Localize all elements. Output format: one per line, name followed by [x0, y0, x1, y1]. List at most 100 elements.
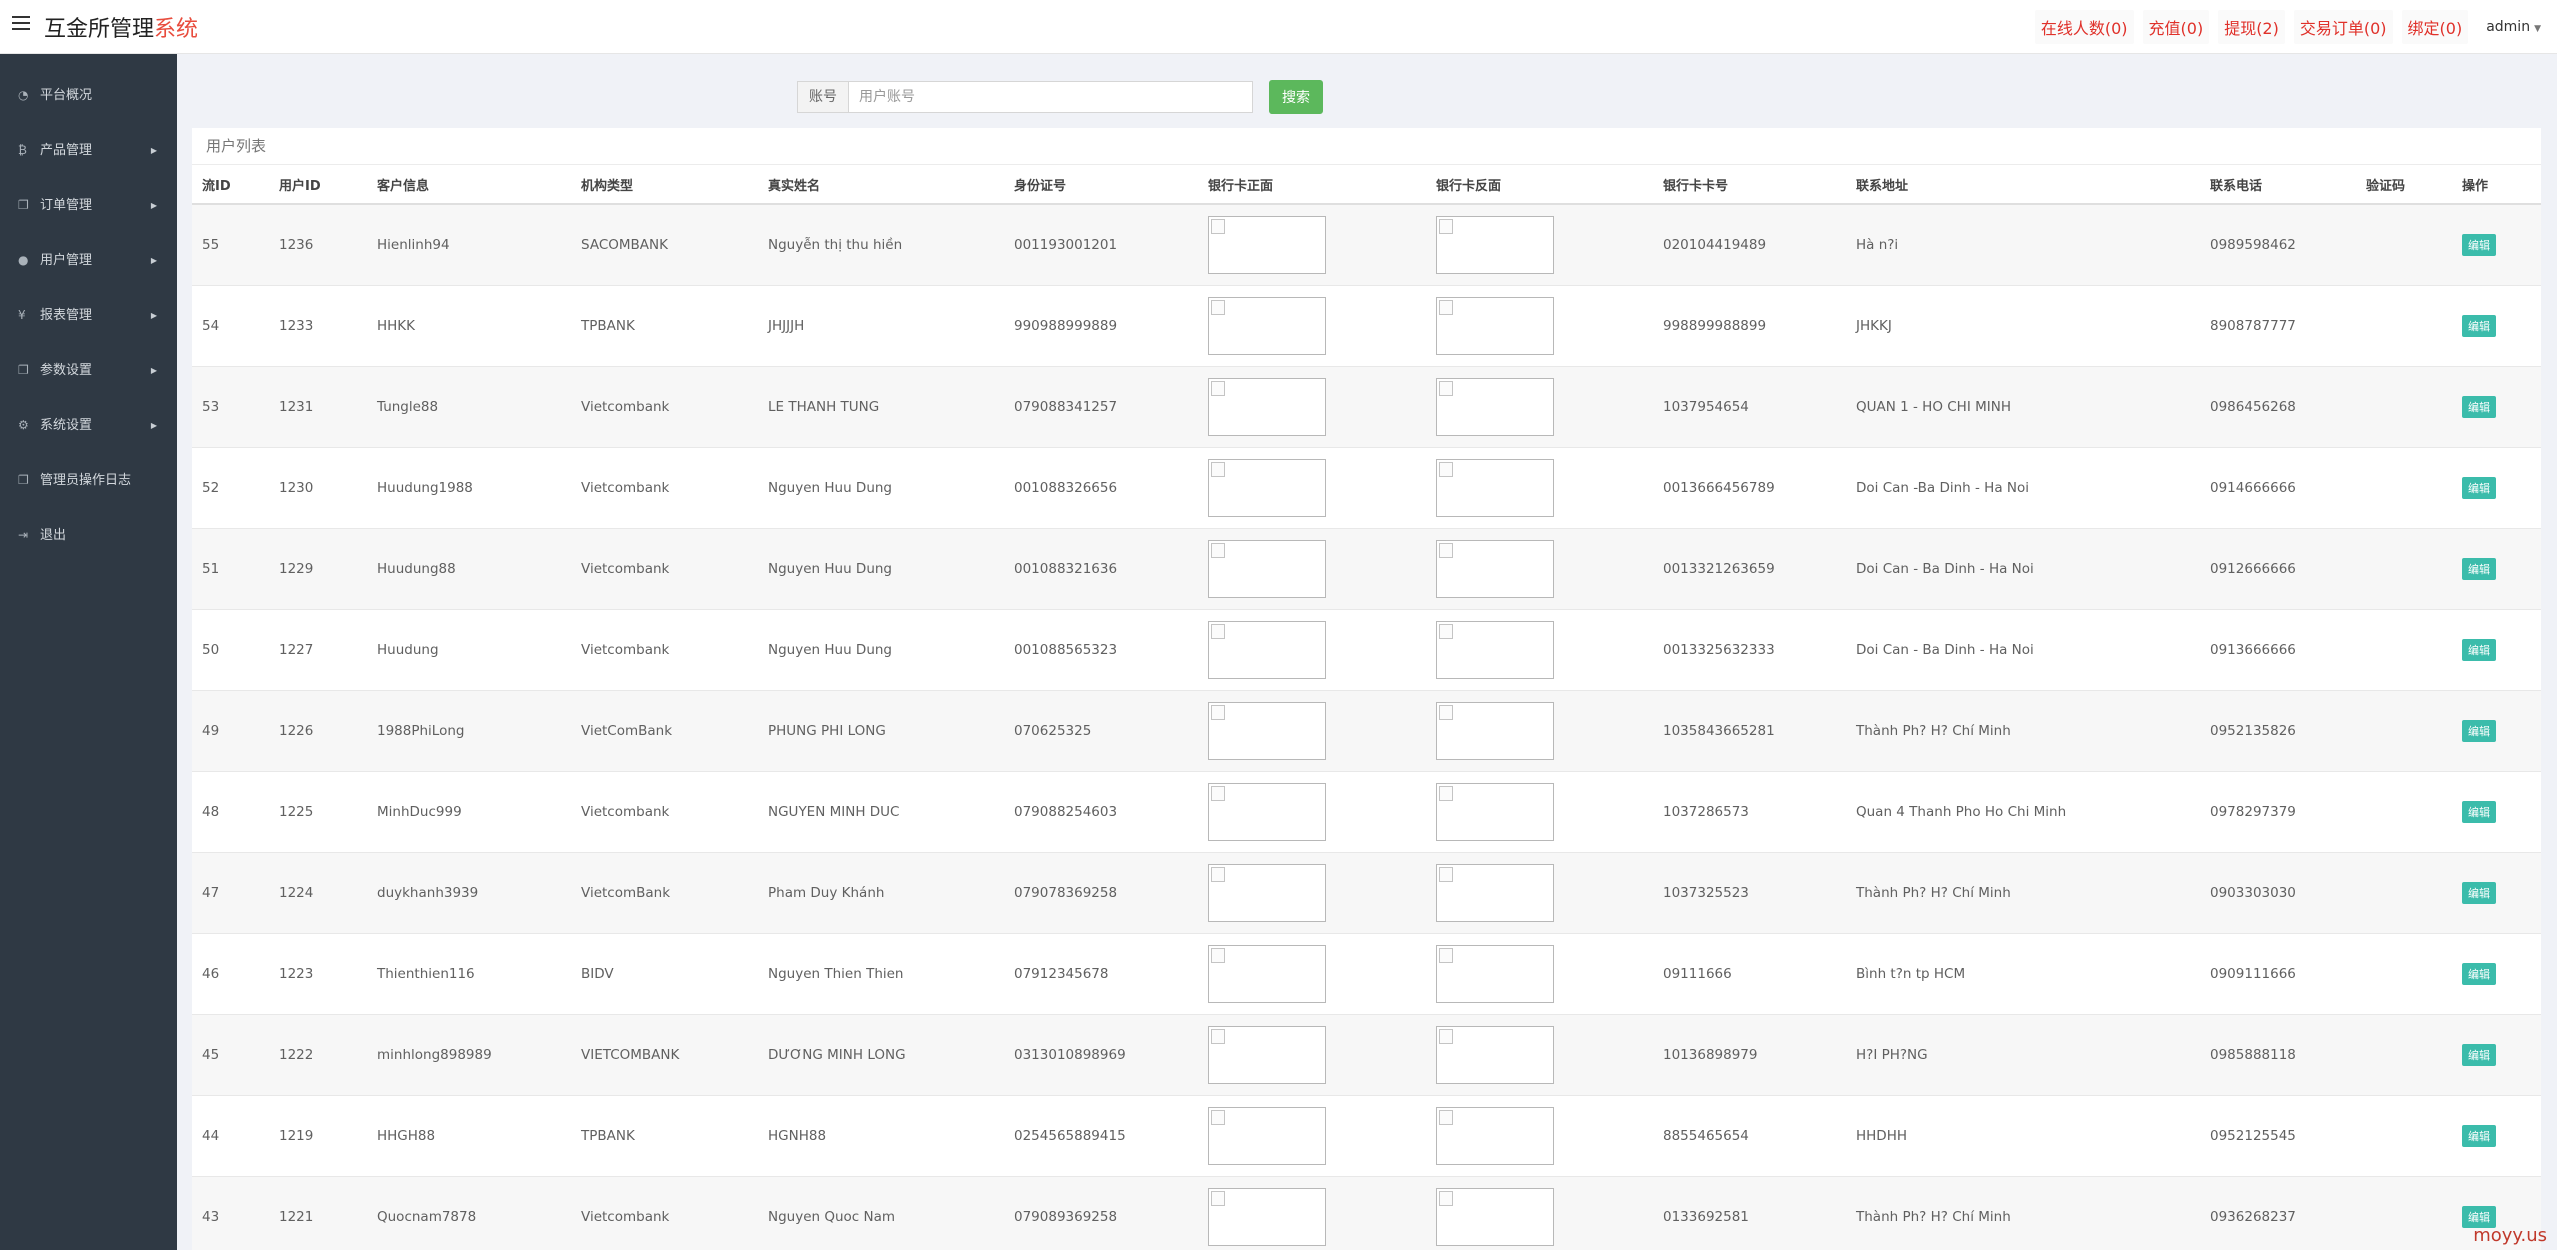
edit-button[interactable]: 编辑 [2462, 1206, 2496, 1228]
broken-image-icon[interactable] [1436, 621, 1554, 679]
user-id-cell: 1223 [269, 933, 367, 1015]
broken-image-icon[interactable] [1208, 216, 1326, 274]
broken-image-icon[interactable] [1208, 621, 1326, 679]
sidebar-item-6[interactable]: ⚙ 系统设置 ▶ [0, 398, 177, 453]
search-button[interactable]: 搜索 [1269, 80, 1323, 114]
broken-image-icon[interactable] [1208, 378, 1326, 436]
broken-image-icon[interactable] [1436, 945, 1554, 1003]
copy-icon: ❐ [18, 198, 29, 212]
verify-code-cell [2356, 771, 2452, 853]
edit-button[interactable]: 编辑 [2462, 234, 2496, 256]
column-header: 流ID [192, 165, 269, 205]
edit-button[interactable]: 编辑 [2462, 720, 2496, 742]
sidebar-item-4[interactable]: ¥ 报表管理 ▶ [0, 288, 177, 343]
broken-image-icon[interactable] [1208, 540, 1326, 598]
card-number-cell: 1035843665281 [1653, 690, 1846, 772]
column-header: 真实姓名 [758, 165, 1004, 205]
edit-button[interactable]: 编辑 [2462, 1044, 2496, 1066]
institution-type-cell: Vietcombank [571, 771, 758, 853]
recharge-link[interactable]: 充值(0) [2142, 10, 2210, 44]
broken-image-icon[interactable] [1436, 702, 1554, 760]
real-name-cell: NGUYEN MINH DUC [758, 771, 1004, 853]
user-id-cell: 1229 [269, 528, 367, 610]
id-number-cell: 070625325 [1004, 690, 1198, 772]
broken-image-icon[interactable] [1436, 378, 1554, 436]
institution-type-cell: VietcomBank [571, 852, 758, 934]
broken-image-icon[interactable] [1208, 1107, 1326, 1165]
verify-code-cell [2356, 1176, 2452, 1250]
edit-button[interactable]: 编辑 [2462, 639, 2496, 661]
user-table: 流ID 用户ID 客户信息 机构类型 真实姓名 身份证号 银行卡正面 银行卡反面 银行卡卡号 联系… [192, 165, 2541, 1250]
caret-down-icon: ▼ [2534, 24, 2541, 34]
broken-image-icon[interactable] [1436, 459, 1554, 517]
account-search-input[interactable] [849, 81, 1253, 113]
address-cell: Hà n?i [1846, 204, 2200, 286]
edit-button[interactable]: 编辑 [2462, 558, 2496, 580]
column-header: 客户信息 [367, 165, 571, 205]
sidebar-item-3[interactable]: ● 用户管理 ▶ [0, 233, 177, 288]
edit-button[interactable]: 编辑 [2462, 315, 2496, 337]
address-cell: Thành Ph? H? Chí Minh [1846, 690, 2200, 772]
broken-image-icon[interactable] [1208, 783, 1326, 841]
verify-code-cell [2356, 285, 2452, 367]
flow-id-cell: 48 [192, 771, 269, 853]
edit-button[interactable]: 编辑 [2462, 963, 2496, 985]
real-name-cell: LE THANH TUNG [758, 366, 1004, 448]
address-cell: Doi Can -Ba Dinh - Ha Noi [1846, 447, 2200, 529]
id-number-cell: 079088254603 [1004, 771, 1198, 853]
sidebar-item-2[interactable]: ❐ 订单管理 ▶ [0, 178, 177, 233]
broken-image-icon[interactable] [1208, 945, 1326, 1003]
action-cell: 编辑 [2452, 528, 2541, 610]
institution-type-cell: VIETCOMBANK [571, 1014, 758, 1096]
card-front-image-cell [1198, 366, 1426, 448]
institution-type-cell: TPBANK [571, 285, 758, 367]
broken-image-icon[interactable] [1208, 864, 1326, 922]
id-number-cell: 079089369258 [1004, 1176, 1198, 1250]
id-number-cell: 079078369258 [1004, 852, 1198, 934]
binding-link[interactable]: 绑定(0) [2401, 10, 2469, 44]
id-number-cell: 001193001201 [1004, 204, 1198, 286]
institution-type-cell: Vietcombank [571, 528, 758, 610]
edit-button[interactable]: 编辑 [2462, 882, 2496, 904]
broken-image-icon[interactable] [1436, 864, 1554, 922]
broken-image-icon[interactable] [1436, 297, 1554, 355]
user-icon: ● [18, 253, 29, 267]
sidebar-item-1[interactable]: ₿ 产品管理 ▶ [0, 123, 177, 178]
institution-type-cell: VietComBank [571, 690, 758, 772]
withdraw-link[interactable]: 提现(2) [2218, 10, 2285, 44]
trade-orders-link[interactable]: 交易订单(0) [2293, 10, 2393, 44]
sidebar-item-7[interactable]: ❐ 管理员操作日志 [0, 453, 177, 508]
action-cell: 编辑 [2452, 1014, 2541, 1096]
flow-id-cell: 54 [192, 285, 269, 367]
broken-image-icon[interactable] [1436, 1188, 1554, 1246]
broken-image-icon[interactable] [1436, 783, 1554, 841]
broken-image-icon[interactable] [1436, 1107, 1554, 1165]
broken-image-icon[interactable] [1208, 1026, 1326, 1084]
broken-image-icon[interactable] [1208, 297, 1326, 355]
sidebar-item-0[interactable]: ◔ 平台概况 [0, 68, 177, 123]
broken-image-icon[interactable] [1436, 216, 1554, 274]
edit-button[interactable]: 编辑 [2462, 801, 2496, 823]
real-name-cell: Nguyen Quoc Nam [758, 1176, 1004, 1250]
broken-image-icon[interactable] [1208, 459, 1326, 517]
action-cell: 编辑 [2452, 285, 2541, 367]
institution-type-cell: Vietcombank [571, 609, 758, 691]
user-id-cell: 1225 [269, 771, 367, 853]
sidebar-item-label: 平台概况 [40, 88, 93, 103]
admin-user-menu[interactable]: admin ▼ [2486, 19, 2541, 35]
edit-button[interactable]: 编辑 [2462, 396, 2496, 418]
broken-image-icon[interactable] [1436, 1026, 1554, 1084]
user-id-cell: 1224 [269, 852, 367, 934]
online-count-link[interactable]: 在线人数(0) [2034, 10, 2134, 44]
edit-button[interactable]: 编辑 [2462, 1125, 2496, 1147]
card-back-image-cell [1426, 1095, 1653, 1177]
real-name-cell: JHJJJH [758, 285, 1004, 367]
sidebar-item-5[interactable]: ❐ 参数设置 ▶ [0, 343, 177, 398]
broken-image-icon[interactable] [1208, 702, 1326, 760]
broken-image-icon[interactable] [1436, 540, 1554, 598]
table-row: 45 1222 minhlong898989 VIETCOMBANK DƯƠNG MIN… [192, 1014, 2541, 1096]
broken-image-icon[interactable] [1208, 1188, 1326, 1246]
hamburger-menu-icon[interactable] [12, 16, 30, 30]
edit-button[interactable]: 编辑 [2462, 477, 2496, 499]
sidebar-item-8[interactable]: ⇥ 退出 [0, 508, 177, 563]
